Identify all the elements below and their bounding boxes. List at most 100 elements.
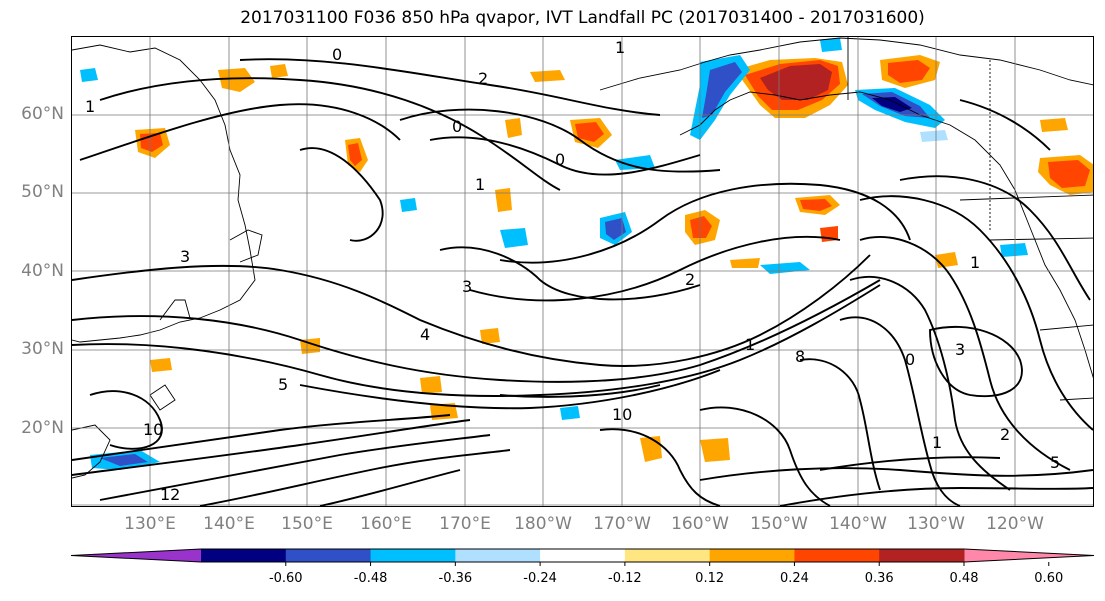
shade-negative — [920, 130, 948, 142]
lon-label: 180°W — [514, 514, 572, 534]
contour-label: 1 — [85, 97, 95, 116]
contour-label: 0 — [555, 150, 565, 169]
lat-label: 50°N — [21, 182, 64, 202]
lon-label: 140°E — [203, 514, 255, 534]
lon-label: 130°W — [907, 514, 965, 534]
shade-positive — [218, 68, 255, 92]
colorbar-tick-label: -0.24 — [523, 571, 557, 586]
shade-positive — [575, 122, 604, 142]
lon-label: 160°W — [671, 514, 729, 534]
contour-label: 12 — [160, 485, 180, 504]
contour-label: 3 — [180, 247, 190, 266]
colorbar-tick-label: 0.48 — [949, 571, 979, 586]
contour-label: 0 — [452, 117, 462, 136]
shade-positive — [1040, 118, 1068, 132]
shade-positive — [150, 358, 172, 372]
contour-labels: 0 1 2 1 0 1 3 2 3 4 5 8 10 10 12 0 3 1 2… — [85, 38, 1060, 504]
coastlines — [72, 37, 1093, 479]
contour-label: 3 — [462, 277, 472, 296]
contour-label: 3 — [955, 340, 965, 359]
shade-positive — [690, 216, 712, 238]
ivt-contours — [72, 58, 1093, 506]
map-title: 2017031100 F036 850 hPa qvapor, IVT Land… — [240, 8, 925, 28]
shade-positive — [480, 328, 500, 344]
colorbar-outline — [70, 548, 1095, 563]
contour-label: 2 — [478, 69, 488, 88]
shade-positive — [730, 258, 760, 268]
lon-label: 150°E — [281, 514, 333, 534]
shade-positive — [505, 118, 522, 138]
lon-label: 120°W — [986, 514, 1044, 534]
contour-label: 8 — [795, 347, 805, 366]
shade-negative — [820, 38, 842, 52]
contour-label: 1 — [932, 433, 942, 452]
qvapor-shading — [80, 38, 1093, 470]
contour-label: 1 — [475, 175, 485, 194]
shade-positive — [495, 188, 512, 212]
lon-label: 160°E — [360, 514, 412, 534]
shade-negative — [605, 218, 626, 240]
colorbar-tick-label: 0.36 — [864, 571, 894, 586]
shade-positive — [888, 60, 930, 83]
lon-label: 170°W — [593, 514, 651, 534]
colorbar-tick-label: 0.24 — [779, 571, 809, 586]
shade-negative — [560, 406, 580, 420]
gridlines — [72, 37, 1093, 506]
colorbar-tick-label: -0.60 — [268, 571, 303, 586]
colorbar-extend-low — [71, 549, 201, 562]
contour-label: 10 — [612, 405, 632, 424]
shade-negative — [872, 97, 912, 112]
shade-positive — [420, 376, 442, 394]
contour-label: 1 — [970, 253, 980, 272]
colorbar-segment — [540, 549, 626, 562]
colorbar-tick-label: 0.60 — [1034, 571, 1064, 586]
colorbar-segment — [285, 549, 372, 562]
shade-positive — [700, 438, 730, 462]
shade-negative — [702, 62, 742, 118]
colorbar-segment — [624, 549, 711, 562]
colorbar-segment — [794, 549, 880, 562]
lat-label: 40°N — [21, 261, 64, 281]
lon-label: 150°W — [750, 514, 808, 534]
shade-negative — [100, 454, 148, 466]
lon-label: 130°E — [124, 514, 176, 534]
colorbar-tick-label: 0.12 — [695, 571, 725, 586]
shade-negative — [1000, 243, 1028, 257]
lat-label: 60°N — [21, 104, 64, 124]
contour-label: 5 — [1050, 453, 1060, 472]
shade-negative — [615, 155, 655, 170]
shade-positive — [348, 143, 362, 166]
lat-label: 20°N — [21, 418, 64, 438]
shade-negative — [400, 198, 417, 212]
shade-positive — [760, 64, 832, 100]
contour-label: 0 — [905, 350, 915, 369]
contour-label: 2 — [1000, 425, 1010, 444]
contour-label: 2 — [685, 270, 695, 289]
contour-label: 0 — [332, 45, 342, 64]
shade-positive — [270, 64, 288, 78]
lon-label: 140°W — [829, 514, 887, 534]
colorbar-tick-label: -0.36 — [438, 571, 473, 586]
contour-label: 4 — [420, 325, 430, 344]
shade-negative — [80, 68, 98, 82]
shade-positive — [530, 70, 565, 82]
colorbar-segment — [709, 549, 795, 562]
colorbar-segment — [370, 549, 456, 562]
lat-label: 30°N — [21, 339, 64, 359]
contour-label: 10 — [143, 420, 163, 439]
contour-label: 5 — [278, 375, 288, 394]
contour-label: 1 — [745, 335, 755, 354]
colorbar-segment — [455, 549, 541, 562]
contour-label: 1 — [615, 38, 625, 57]
colorbar-tick-label: -0.48 — [353, 571, 388, 586]
lon-label: 170°E — [439, 514, 491, 534]
colorbar-segment — [879, 549, 965, 562]
colorbar-extend-high — [964, 549, 1094, 562]
shade-positive — [800, 199, 832, 211]
colorbar-segment — [201, 549, 287, 562]
shade-negative — [500, 228, 528, 248]
shade-positive — [1048, 160, 1090, 188]
colorbar-tick-label: -0.12 — [608, 571, 642, 586]
